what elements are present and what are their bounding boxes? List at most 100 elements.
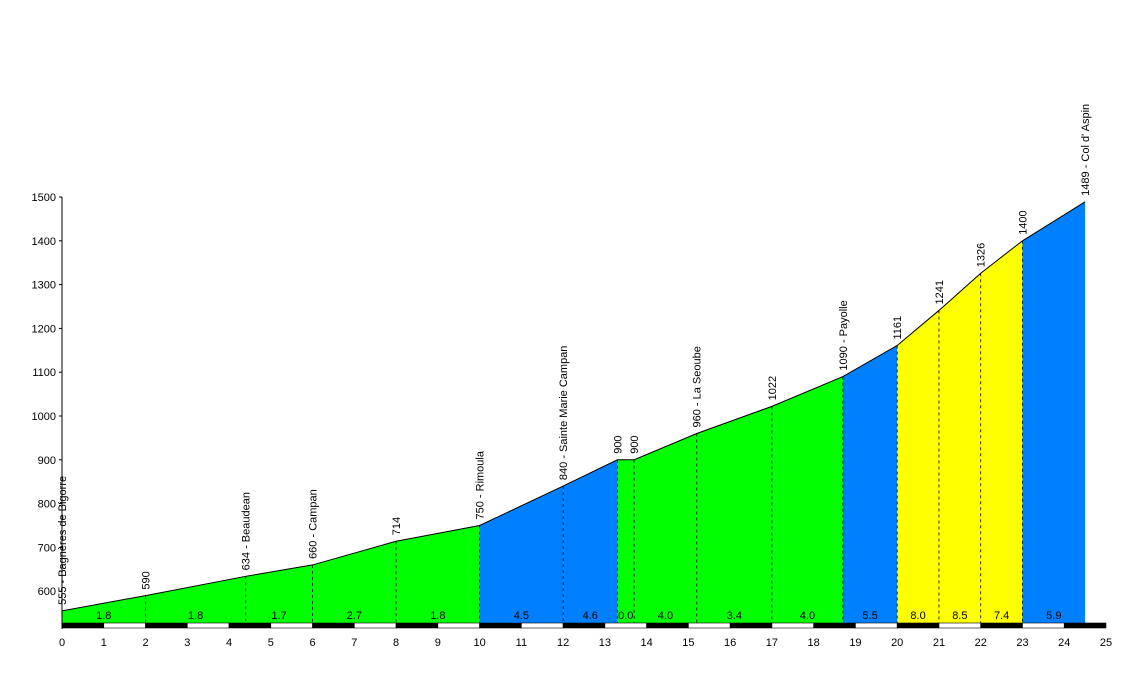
point-labels: 555 - Bagnères de Bigorre 590 634 - Beaude… bbox=[57, 104, 1092, 605]
gradient-label: 8.0 bbox=[910, 610, 925, 622]
x-tick-label: 20 bbox=[891, 637, 903, 649]
x-tick-label: 1 bbox=[101, 637, 107, 649]
scale-bar-block bbox=[395, 622, 439, 629]
x-tick-label: 24 bbox=[1058, 637, 1070, 649]
x-tick-label: 8 bbox=[393, 637, 399, 649]
point-label: 555 - Bagnères de Bigorre bbox=[57, 476, 69, 605]
segment-area bbox=[396, 525, 480, 623]
profile-polyline bbox=[61, 201, 1086, 612]
scale-bar-block bbox=[1022, 622, 1065, 629]
x-tick-label: 18 bbox=[808, 637, 820, 649]
scale-bar-block bbox=[729, 622, 773, 629]
point-label: 1326 bbox=[976, 243, 988, 267]
x-tick-label: 0 bbox=[59, 637, 65, 649]
x-tick-label: 13 bbox=[599, 637, 611, 649]
gradient-label: 4.0 bbox=[658, 610, 673, 622]
point-label: 900 bbox=[629, 435, 641, 453]
y-tick-label: 1200 bbox=[32, 323, 56, 335]
x-tick-label: 5 bbox=[268, 637, 274, 649]
gradient-label: 2.7 bbox=[347, 610, 362, 622]
x-tick-label: 21 bbox=[933, 637, 945, 649]
segment-area bbox=[62, 595, 146, 623]
x-tick-label: 17 bbox=[766, 637, 778, 649]
segment-area bbox=[1022, 201, 1086, 623]
gradient-label: 4.0 bbox=[800, 610, 815, 622]
point-label: 960 - La Seoube bbox=[692, 346, 704, 427]
segment-area bbox=[980, 240, 1023, 624]
segment-area bbox=[771, 376, 843, 623]
segment-area bbox=[245, 564, 313, 623]
scale-bar-block bbox=[186, 622, 230, 629]
y-tick-label: 600 bbox=[38, 586, 56, 598]
scale-bar-block bbox=[270, 622, 313, 629]
x-tick-label: 7 bbox=[351, 637, 357, 649]
x-tick-label: 12 bbox=[557, 637, 569, 649]
point-label: 1400 bbox=[1017, 210, 1029, 234]
y-tick-label: 1100 bbox=[32, 367, 56, 379]
point-label: 714 bbox=[391, 517, 403, 535]
x-tick-label: 22 bbox=[975, 637, 987, 649]
x-tick-label: 11 bbox=[516, 637, 527, 649]
scale-bar-block bbox=[980, 622, 1023, 629]
gradient-label: 1.7 bbox=[272, 610, 287, 622]
scale-bar-block bbox=[771, 622, 814, 629]
scale-bar-block bbox=[562, 622, 606, 629]
gradient-label: 1.8 bbox=[430, 610, 445, 622]
gradient-label: 0.0 bbox=[618, 610, 633, 622]
gradient-label: 1.8 bbox=[96, 610, 111, 622]
scale-bar-block bbox=[855, 622, 898, 629]
gradient-label: 8.5 bbox=[952, 610, 967, 622]
y-tick-label: 800 bbox=[38, 499, 56, 511]
scale-bar-block bbox=[312, 622, 355, 629]
x-tick-label: 16 bbox=[724, 637, 736, 649]
segment-area bbox=[897, 310, 939, 623]
x-tick-label: 23 bbox=[1016, 637, 1028, 649]
point-label: 750 - Rimoula bbox=[475, 450, 487, 519]
scale-bar-block bbox=[813, 622, 856, 629]
scale-bar-block bbox=[938, 622, 982, 629]
scale-bar-block bbox=[354, 622, 397, 629]
y-tick-label: 1000 bbox=[32, 411, 56, 423]
km-scale-bar bbox=[61, 622, 1107, 629]
point-label: 590 bbox=[141, 571, 153, 589]
scale-bar-block bbox=[521, 622, 564, 629]
gradient-label: 1.8 bbox=[188, 610, 203, 622]
y-tick-label: 1300 bbox=[32, 280, 56, 292]
segment-area bbox=[145, 576, 246, 623]
segment-area bbox=[312, 541, 397, 623]
point-label: 634 - Beaudean bbox=[241, 492, 253, 570]
segment-area bbox=[479, 486, 564, 623]
point-label: 1161 bbox=[892, 316, 904, 340]
x-tick-label: 25 bbox=[1100, 637, 1112, 649]
km-dividers bbox=[145, 240, 1023, 623]
y-tick-label: 1500 bbox=[32, 192, 56, 204]
gradient-labels: 1.8 1.8 1.7 2.7 1.8 4.5 4.6 0.0 4.0 3.4 4.0 5.5 8.0 8… bbox=[96, 610, 1061, 622]
x-tick-label: 6 bbox=[309, 637, 315, 649]
gradient-label: 4.6 bbox=[583, 610, 598, 622]
segment-area bbox=[563, 459, 618, 623]
point-label: 1241 bbox=[934, 280, 946, 304]
x-tick-label: 19 bbox=[849, 637, 861, 649]
x-tick-label: 3 bbox=[184, 637, 190, 649]
x-tick-label: 4 bbox=[226, 637, 232, 649]
x-tick-labels: 0 1 2 3 4 5 6 7 8 9 10 11 12 13 14 15 16 17 18 19 20 21 22 23 24… bbox=[59, 637, 1112, 649]
scale-bar-block bbox=[896, 622, 940, 629]
segment-area bbox=[938, 273, 981, 623]
point-label: 840 - Sainte Marie Campan bbox=[558, 346, 570, 481]
y-tick-labels: 600 700 800 900 1000 1100 1200 1300 1400 1500 bbox=[32, 192, 62, 598]
gradient-label: 5.9 bbox=[1046, 610, 1061, 622]
scale-bar-block bbox=[228, 622, 272, 629]
y-tick-label: 1400 bbox=[32, 236, 56, 248]
x-tick-label: 14 bbox=[641, 637, 653, 649]
gradient-label: 7.4 bbox=[994, 610, 1009, 622]
profile-segments bbox=[62, 201, 1086, 624]
scale-bar-block bbox=[688, 622, 731, 629]
scale-bar-block bbox=[604, 622, 647, 629]
segment-area bbox=[617, 459, 635, 623]
point-label: 900 bbox=[612, 435, 624, 453]
segment-area bbox=[842, 345, 898, 623]
profile-line bbox=[61, 201, 1086, 612]
scale-bar-block bbox=[145, 622, 188, 629]
point-label: 1022 bbox=[767, 376, 779, 400]
